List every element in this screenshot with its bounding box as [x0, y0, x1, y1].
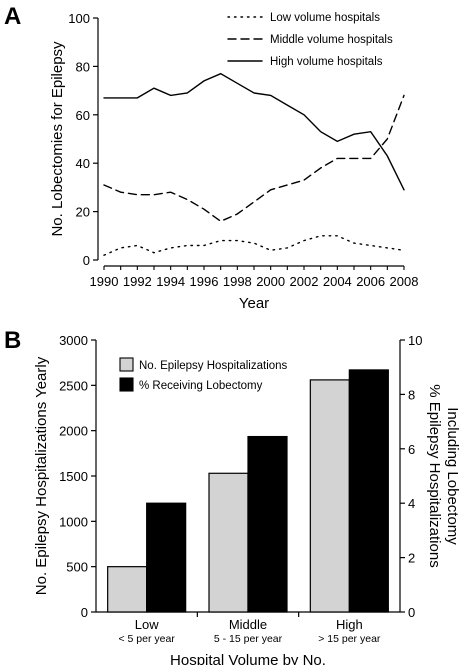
right-y-tick-label: 10	[408, 333, 422, 348]
bar-percent-lobectomy	[348, 369, 389, 613]
x-tick-label: 2006	[356, 274, 385, 289]
right-y-tick-label: 6	[408, 442, 415, 457]
legend-swatch	[119, 357, 134, 372]
right-y-tick-label: 8	[408, 387, 415, 402]
left-y-tick-label: 2000	[59, 424, 88, 439]
panel-a-line-chart: 0 20 40 60 80 100 1990 1992 1994 1996 1998 2000 2002…	[49, 11, 418, 312]
left-y-tick-label: 3000	[59, 333, 88, 348]
bar-hospitalizations	[107, 566, 148, 613]
x-tick-label: 1992	[123, 274, 152, 289]
legend-label: High volume hospitals	[270, 56, 383, 68]
y-tick-label: 20	[76, 205, 90, 220]
y-tick-label: 100	[68, 11, 90, 26]
panel-a-letter: A	[4, 3, 21, 30]
x-tick-label: 2002	[290, 274, 319, 289]
series-line-solid	[103, 72, 405, 191]
left-y-tick-label: 500	[66, 560, 88, 575]
legend-swatch	[119, 377, 134, 392]
x-tick-label: 2000	[256, 274, 285, 289]
x-tick-label: 2004	[323, 274, 352, 289]
left-y-tick-label: 1500	[59, 469, 88, 484]
category-sublabel: > 15 per year	[318, 633, 381, 645]
category-sublabel: < 5 per year	[119, 633, 176, 645]
x-tick-label: 1996	[190, 274, 219, 289]
panel-b-letter: B	[4, 327, 21, 354]
bar-percent-lobectomy	[146, 502, 187, 613]
legend-label: Middle volume hospitals	[270, 34, 393, 46]
y-tick-label: 0	[83, 253, 90, 268]
x-tick-label: 1994	[156, 274, 185, 289]
legend-label: No. Epilepsy Hospitalizations	[139, 360, 288, 372]
right-y-axis-title-line: % Epilepsy Hospitalizations	[426, 384, 443, 567]
x-tick-label: 1998	[223, 274, 252, 289]
series-line-dotted	[103, 235, 405, 256]
bar-hospitalizations	[208, 472, 249, 613]
x-tick-label: 2008	[390, 274, 419, 289]
right-y-tick-label: 2	[408, 551, 415, 566]
right-y-tick-label: 0	[408, 605, 415, 620]
x-axis-title-line: Hospital Volume by No.	[170, 652, 326, 665]
legend-label: Low volume hospitals	[270, 12, 380, 24]
legend-label: % Receiving Lobectomy	[139, 380, 263, 392]
x-tick-label: 1990	[90, 274, 119, 289]
x-axis-title: Year	[239, 295, 269, 312]
category-sublabel: 5 - 15 per year	[214, 633, 283, 645]
right-y-axis-title-line: Including Lobectomy	[444, 407, 461, 545]
y-tick-label: 40	[76, 156, 90, 171]
category-label: Middle	[229, 617, 267, 632]
left-y-axis-title: No. Epilepsy Hospitalizations Yearly	[33, 356, 50, 595]
y-axis-title: No. Lobectomies for Epilepsy	[49, 41, 66, 237]
right-y-tick-label: 4	[408, 496, 415, 511]
y-tick-label: 80	[76, 59, 90, 74]
left-y-tick-label: 0	[81, 605, 88, 620]
y-tick-label: 60	[76, 108, 90, 123]
bar-percent-lobectomy	[247, 435, 288, 613]
category-label: Low	[135, 617, 159, 632]
series-line-dashed	[103, 94, 405, 223]
bar-hospitalizations	[309, 379, 350, 613]
left-y-tick-label: 1000	[59, 514, 88, 529]
left-y-tick-label: 2500	[59, 378, 88, 393]
panel-b-bar-chart: 0 500 1000 1500 2000 2500 3000 0 2 4 6 8 10 Low< 5 pe…	[33, 333, 461, 665]
category-label: High	[336, 617, 363, 632]
